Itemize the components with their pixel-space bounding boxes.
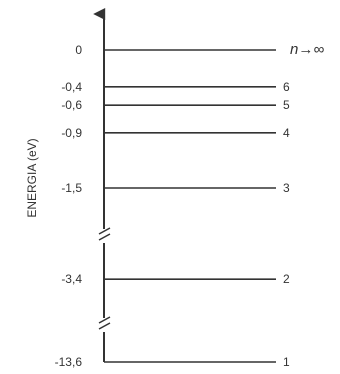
axis-break-lower	[97, 316, 111, 332]
energy-value-label: -1,5	[61, 181, 82, 195]
energy-value-label: -0,9	[61, 126, 82, 140]
energy-value-label: 0	[75, 43, 82, 57]
energy-value-label: -0,4	[61, 80, 82, 94]
energy-value-label: -13,6	[55, 355, 83, 369]
axis-break-upper	[97, 227, 111, 243]
quantum-number-label: 3	[283, 181, 290, 195]
quantum-number-label: 6	[283, 80, 290, 94]
quantum-number-label: 1	[283, 355, 290, 369]
quantum-number-label: 4	[283, 126, 290, 140]
quantum-number-label: 2	[283, 272, 290, 286]
quantum-number-label: 5	[283, 98, 290, 112]
energy-value-label: -3,4	[61, 272, 82, 286]
axis-label: ENERGIA (eV)	[25, 138, 39, 217]
infinity-label: n→∞	[290, 41, 324, 58]
energy-value-label: -0,6	[61, 98, 82, 112]
energy-levels: 0 -0,4 6 -0,6 5 -0,9 4 -1,5 3 -3,4 2 -13,6 1	[55, 43, 290, 369]
